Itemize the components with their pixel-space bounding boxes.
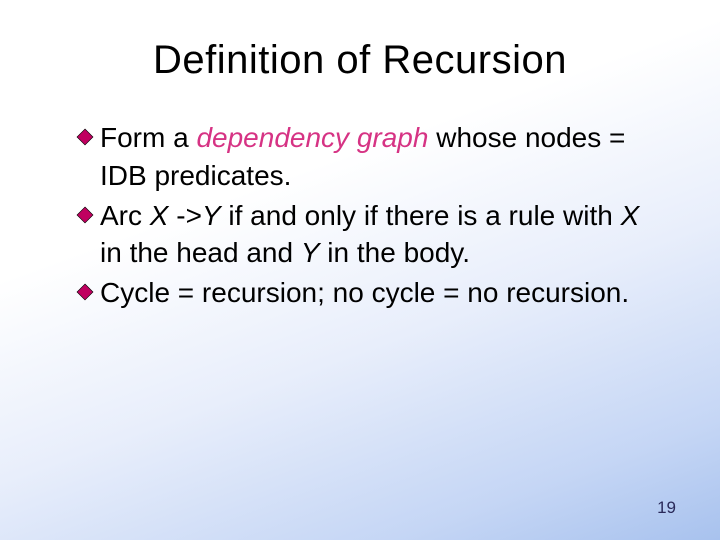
diamond-icon <box>76 206 94 224</box>
slide-title: Definition of Recursion <box>50 38 670 83</box>
variable-text: X <box>150 200 169 231</box>
bullet-list: Form a dependency graph whose nodes = ID… <box>50 119 670 312</box>
text-run: in the head and <box>100 237 301 268</box>
bullet-text: Arc X ->Y if and only if there is a rule… <box>100 197 660 273</box>
variable-text: X <box>621 200 640 231</box>
variable-text: Y <box>301 237 320 268</box>
text-run: Form a <box>100 122 196 153</box>
text-run: Arc <box>100 200 150 231</box>
variable-text: Y <box>202 200 221 231</box>
page-number: 19 <box>657 498 676 518</box>
diamond-icon <box>76 128 94 146</box>
bullet-text: Form a dependency graph whose nodes = ID… <box>100 119 660 195</box>
bullet-text: Cycle = recursion; no cycle = no recursi… <box>100 274 660 312</box>
text-run: in the body. <box>320 237 470 268</box>
bullet-item: Cycle = recursion; no cycle = no recursi… <box>76 274 660 312</box>
text-run: -> <box>168 200 201 231</box>
text-run: if and only if there is a rule with <box>221 200 621 231</box>
slide: Definition of Recursion Form a dependenc… <box>0 0 720 540</box>
bullet-item: Arc X ->Y if and only if there is a rule… <box>76 197 660 273</box>
emphasis-text: dependency graph <box>196 122 428 153</box>
bullet-item: Form a dependency graph whose nodes = ID… <box>76 119 660 195</box>
diamond-icon <box>76 283 94 301</box>
